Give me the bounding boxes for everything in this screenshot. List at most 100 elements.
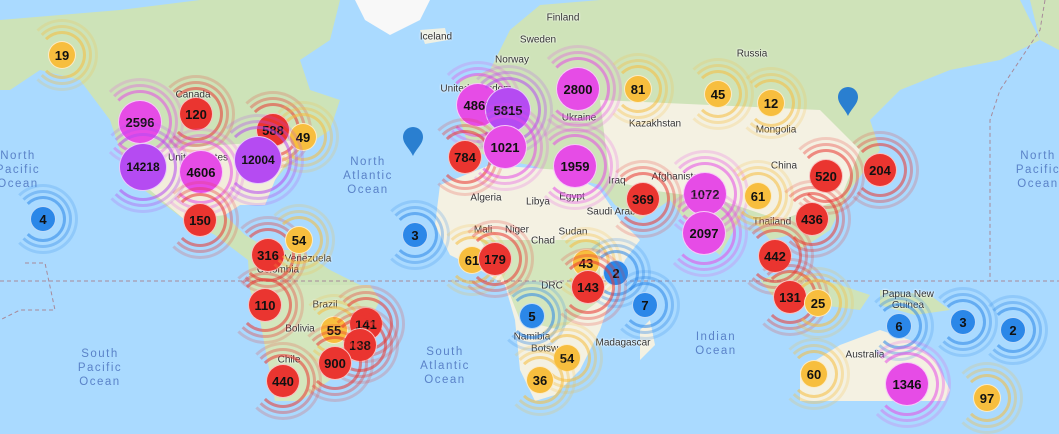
country-label: Chad — [531, 235, 555, 247]
map-pin-icon[interactable] — [402, 127, 424, 162]
cluster-marker-yellow[interactable]: 19 — [26, 19, 98, 91]
cluster-marker-yellow[interactable]: 49 — [267, 101, 339, 173]
cluster-marker-blue[interactable]: 4 — [8, 184, 78, 254]
country-label: Kazakhstan — [628, 118, 682, 130]
cluster-marker-red[interactable]: 179 — [456, 220, 534, 298]
ocean-label: South Atlantic Ocean — [420, 346, 470, 386]
cluster-marker-red[interactable]: 369 — [604, 160, 682, 238]
cluster-marker-red[interactable]: 784 — [426, 118, 504, 196]
cluster-marker-red[interactable]: 143 — [549, 248, 627, 326]
ocean-label: North Pacific Ocean — [1015, 150, 1059, 190]
country-label: Thailand — [752, 216, 792, 228]
cluster-marker-red[interactable]: 436 — [773, 180, 851, 258]
cluster-count: 54 — [291, 232, 307, 248]
cluster-count: 588 — [262, 122, 284, 138]
cluster-count: 138 — [349, 337, 371, 353]
country-label: Madagascar — [595, 337, 651, 349]
cluster-marker-blue[interactable]: 7 — [610, 270, 680, 340]
cluster-count: 110 — [254, 297, 276, 313]
cluster-count: 3 — [411, 227, 419, 243]
cluster-marker-red[interactable]: 442 — [736, 217, 814, 295]
cluster-count: 49 — [295, 129, 311, 145]
cluster-marker-red[interactable]: 120 — [157, 75, 235, 153]
cluster-count: 81 — [630, 81, 646, 97]
cluster-count: 36 — [532, 372, 548, 388]
cluster-marker-red[interactable]: 900 — [296, 324, 374, 402]
country-label: Algeria — [470, 192, 502, 204]
cluster-marker-red[interactable]: 204 — [841, 131, 919, 209]
cluster-marker-yellow[interactable]: 25 — [782, 267, 854, 339]
cluster-marker-yellow[interactable]: 54 — [531, 322, 603, 394]
cluster-marker-yellow[interactable]: 97 — [951, 362, 1023, 434]
cluster-marker-pink[interactable]: 1021 — [461, 103, 549, 191]
cluster-marker-blue[interactable]: 2 — [581, 238, 651, 308]
country-label: Niger — [505, 224, 529, 236]
cluster-marker-pink[interactable]: 1072 — [661, 150, 749, 238]
cluster-marker-yellow[interactable]: 61 — [722, 160, 794, 232]
cluster-count: 5815 — [493, 102, 523, 118]
cluster-count: 369 — [632, 191, 654, 207]
cluster-count: 4 — [39, 211, 47, 227]
country-label: Saudi Arabia — [586, 206, 644, 218]
cluster-count: 55 — [326, 322, 342, 338]
country-label: Brazil — [312, 299, 338, 311]
cluster-count: 97 — [979, 390, 995, 406]
cluster-count: 784 — [454, 149, 476, 165]
cluster-count: 3 — [959, 314, 967, 330]
cluster-count: 150 — [189, 212, 211, 228]
cluster-marker-yellow[interactable]: 54 — [263, 204, 335, 276]
country-label: Canada — [175, 89, 211, 101]
map-pin-icon[interactable] — [837, 87, 859, 122]
country-label: Finland — [546, 12, 580, 24]
ocean-label: South Pacific Ocean — [77, 348, 123, 388]
country-label: Ukraine — [561, 112, 597, 124]
country-label: China — [770, 160, 798, 172]
cluster-marker-blue[interactable]: 3 — [928, 287, 998, 357]
cluster-marker-yellow[interactable]: 81 — [602, 53, 674, 125]
cluster-marker-pink[interactable]: 4606 — [157, 128, 245, 216]
ocean-label: North Pacific Ocean — [0, 150, 41, 190]
country-label: Afghanistan — [651, 171, 705, 183]
cluster-marker-red[interactable]: 150 — [161, 181, 239, 259]
cluster-count: 7 — [641, 297, 649, 313]
cluster-marker-blue[interactable]: 2 — [978, 295, 1048, 365]
cluster-count: 2596 — [125, 114, 155, 130]
cluster-count: 2 — [612, 265, 620, 281]
cluster-count: 6 — [895, 318, 903, 334]
cluster-marker-yellow[interactable]: 36 — [504, 344, 576, 416]
cluster-count: 14218 — [126, 160, 160, 174]
cluster-marker-pink[interactable]: 2097 — [660, 189, 748, 277]
cluster-marker-pink[interactable]: 1959 — [531, 122, 619, 210]
cluster-marker-pink[interactable]: 1346 — [863, 340, 951, 428]
cluster-marker-yellow[interactable]: 60 — [778, 338, 850, 410]
cluster-marker-purple[interactable]: 14218 — [97, 121, 189, 213]
country-label: Norway — [495, 54, 529, 66]
cluster-marker-yellow[interactable]: 45 — [682, 58, 754, 130]
cluster-marker-blue[interactable]: 6 — [864, 291, 934, 361]
cluster-count: 1959 — [560, 158, 590, 174]
cluster-marker-pink[interactable]: 2800 — [534, 45, 622, 133]
cluster-marker-red[interactable]: 316 — [229, 216, 307, 294]
cluster-count: 2800 — [563, 81, 593, 97]
country-label: Sweden — [519, 34, 557, 46]
cluster-marker-red[interactable]: 110 — [226, 266, 304, 344]
cluster-count: 900 — [324, 355, 346, 371]
country-label: Russia — [736, 48, 768, 60]
date-line — [0, 0, 1059, 321]
cluster-marker-blue[interactable]: 3 — [380, 200, 450, 270]
ocean-label: North Atlantic Ocean — [343, 156, 393, 196]
cluster-count: 520 — [815, 168, 837, 184]
cluster-count: 436 — [801, 211, 823, 227]
cluster-marker-red[interactable]: 131 — [751, 258, 829, 336]
cluster-marker-purple[interactable]: 12004 — [212, 114, 304, 206]
cluster-count: 1021 — [490, 139, 520, 155]
cluster-marker-blue[interactable]: 5 — [497, 281, 567, 351]
cluster-marker-yellow[interactable]: 12 — [735, 67, 807, 139]
cluster-count: 4606 — [186, 164, 216, 180]
cluster-marker-red[interactable]: 440 — [244, 342, 322, 420]
cluster-marker-red[interactable]: 520 — [787, 137, 865, 215]
cluster-count: 45 — [710, 86, 726, 102]
cluster-count: 5 — [528, 308, 536, 324]
cluster-marker-pink[interactable]: 2596 — [96, 78, 184, 166]
cluster-count: 54 — [559, 350, 575, 366]
